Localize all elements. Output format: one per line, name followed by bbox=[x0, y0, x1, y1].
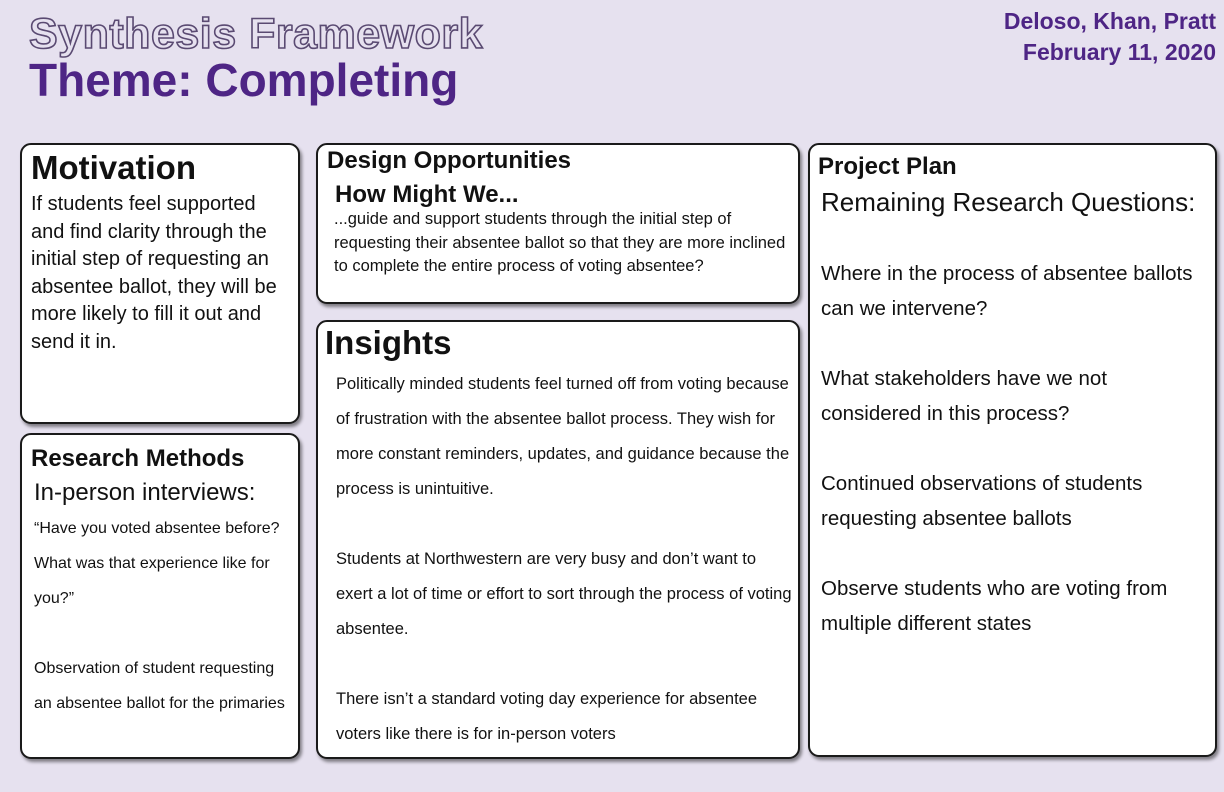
research-methods-heading: Research Methods bbox=[31, 445, 245, 472]
research-method-item: Observation of student requesting an abs… bbox=[34, 660, 285, 712]
author-block: Deloso, Khan, Pratt February 11, 2020 bbox=[1004, 6, 1216, 68]
theme-title: Theme: Completing bbox=[29, 54, 459, 106]
insights-heading: Insights bbox=[325, 324, 452, 361]
insights-card: Insights Politically minded students fee… bbox=[316, 320, 800, 759]
research-methods-card: Research Methods In-person interviews: “… bbox=[20, 433, 300, 759]
research-methods-subheading: In-person interviews: bbox=[34, 479, 256, 506]
how-might-we-heading: How Might We... bbox=[335, 181, 519, 208]
design-opportunities-card: Design Opportunities How Might We... ...… bbox=[316, 143, 800, 304]
research-question-item: Where in the process of absentee ballots… bbox=[821, 262, 1193, 320]
motivation-text: If students feel supported and find clar… bbox=[31, 193, 277, 353]
research-questions-heading: Remaining Research Questions: bbox=[821, 187, 1196, 217]
research-method-item: “Have you voted absentee before? What wa… bbox=[34, 520, 280, 607]
motivation-heading: Motivation bbox=[31, 149, 196, 186]
research-question-item: Continued observations of students reque… bbox=[821, 472, 1143, 530]
project-plan-card: Project Plan Remaining Research Question… bbox=[808, 143, 1217, 757]
insight-item: Students at Northwestern are very busy a… bbox=[336, 550, 792, 638]
how-might-we-text: ...guide and support students through th… bbox=[334, 210, 786, 275]
insight-item: Politically minded students feel turned … bbox=[336, 375, 790, 498]
framework-title: Synthesis Framework bbox=[28, 9, 484, 59]
presentation-date: February 11, 2020 bbox=[1022, 39, 1216, 65]
motivation-card: Motivation If students feel supported an… bbox=[20, 143, 300, 424]
research-question-item: Observe students who are voting from mul… bbox=[821, 577, 1168, 635]
project-plan-heading: Project Plan bbox=[818, 153, 957, 180]
authors-names: Deloso, Khan, Pratt bbox=[1003, 8, 1216, 34]
design-opportunities-heading: Design Opportunities bbox=[327, 147, 572, 174]
research-question-item: What stakeholders have we not considered… bbox=[821, 367, 1108, 425]
insight-item: There isn’t a standard voting day experi… bbox=[336, 690, 758, 743]
